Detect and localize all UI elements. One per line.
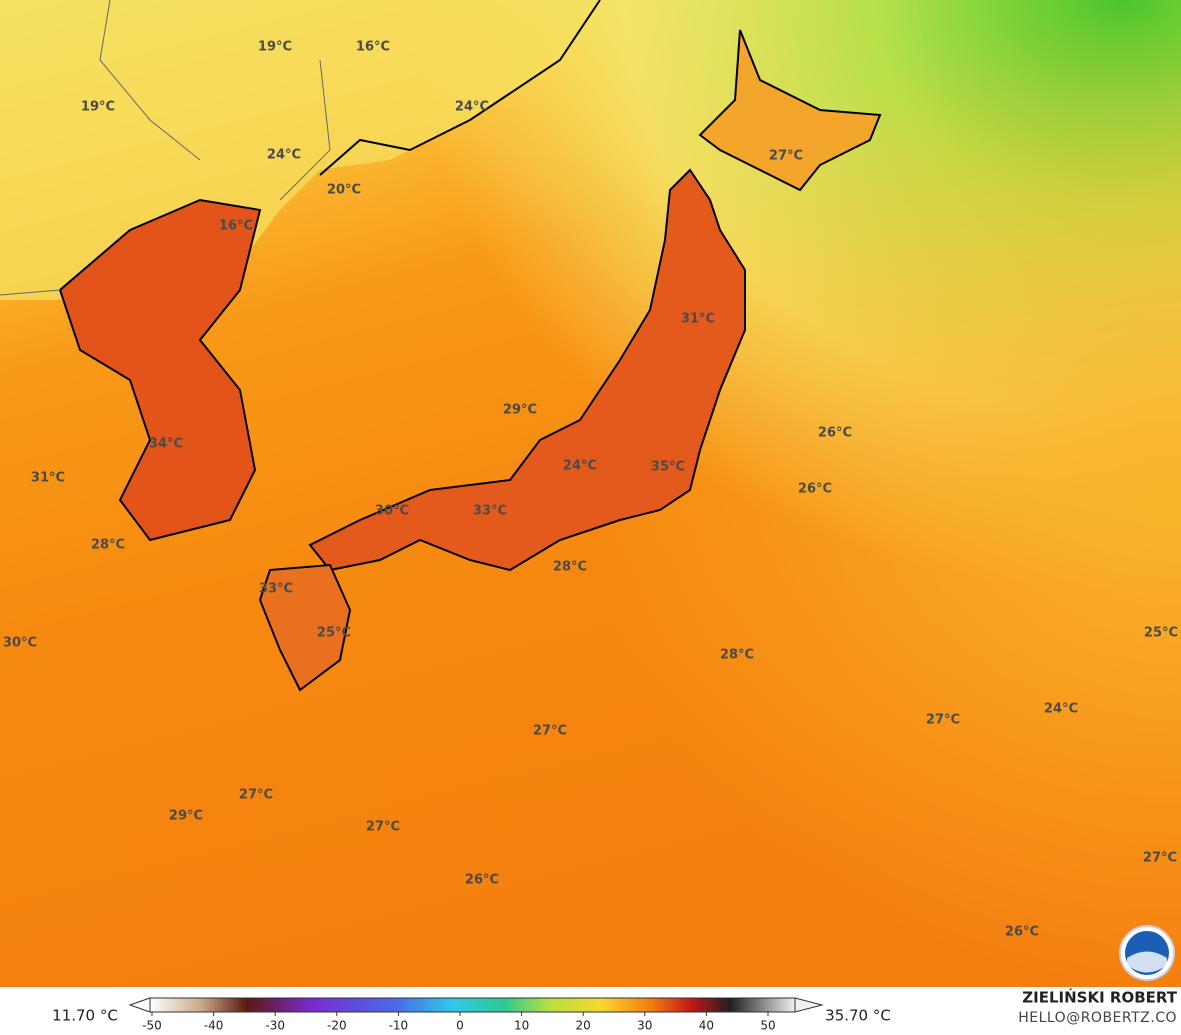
kyushu: [258, 563, 352, 692]
coastline: [319, 0, 601, 176]
temperature-label: 26°C: [465, 873, 499, 888]
temperature-label: 19°C: [81, 100, 115, 115]
temperature-label: 34°C: [149, 437, 183, 452]
temperature-label: 25°C: [317, 626, 351, 641]
colorbar-tick-label: 40: [699, 1019, 714, 1033]
colorbar-high-end: [794, 997, 824, 1013]
temperature-label: 28°C: [553, 560, 587, 575]
temperature-label: 27°C: [366, 820, 400, 835]
temperature-label: 20°C: [327, 183, 361, 198]
temperature-label: 24°C: [563, 459, 597, 474]
temperature-label: 33°C: [259, 582, 293, 597]
colorbar-tick-label: -40: [204, 1019, 224, 1033]
temperature-label: 29°C: [503, 403, 537, 418]
temperature-label: 24°C: [455, 100, 489, 115]
map: 19°C 16°C 19°C 24°C 24°C 20°C 27°C 16°C 31°C 29°C…: [0, 0, 1181, 987]
colorbar-tick-label: 0: [456, 1019, 464, 1033]
temperature-label: 26°C: [798, 482, 832, 497]
hokkaido: [698, 29, 882, 192]
colorbar-tick-label: -20: [327, 1019, 347, 1033]
colorbar: 11.70 °C 35.70 °C -50 -40 -30 -20 -10 0 10 20 30…: [52, 997, 891, 1033]
temperature-label: 24°C: [267, 148, 301, 163]
temperature-label: 30°C: [3, 636, 37, 651]
temperature-label: 26°C: [818, 426, 852, 441]
temperature-label: 28°C: [91, 538, 125, 553]
temperature-label: 35°C: [651, 460, 685, 475]
temperature-label: 27°C: [926, 713, 960, 728]
temperature-label: 16°C: [356, 40, 390, 55]
temperature-label: 33°C: [473, 504, 507, 519]
temperature-label: 25°C: [1144, 626, 1178, 641]
temperature-label: 31°C: [681, 312, 715, 327]
colorbar-tick-label: 30: [637, 1019, 652, 1033]
noaa-logo: [1119, 925, 1175, 981]
temperature-label: 16°C: [219, 219, 253, 234]
temperature-label: 28°C: [720, 648, 754, 663]
colorbar-min: 11.70 °C: [52, 1007, 118, 1025]
colorbar-tick-label: 50: [760, 1019, 775, 1033]
korea: [58, 198, 262, 542]
temperature-label: 27°C: [769, 149, 803, 164]
temperature-label: 27°C: [1143, 851, 1177, 866]
borders: [0, 0, 331, 296]
temperature-label: 29°C: [169, 809, 203, 824]
temperature-label: 31°C: [31, 471, 65, 486]
honshu: [308, 168, 746, 572]
colorbar-tick-label: -30: [265, 1019, 285, 1033]
colorbar-tick-label: 10: [514, 1019, 529, 1033]
colorbar-max: 35.70 °C: [825, 1007, 891, 1025]
colorbar-tick-label: -10: [389, 1019, 409, 1033]
author-name: ZIELIŃSKI ROBERT: [1022, 988, 1177, 1007]
temperature-label: 19°C: [258, 40, 292, 55]
temperature-label: 27°C: [533, 724, 567, 739]
logo-wave: [1127, 951, 1167, 973]
temperature-label: 30°C: [375, 504, 409, 519]
colorbar-tick-label: 20: [576, 1019, 591, 1033]
colorbar-scale: [149, 997, 796, 1013]
temperature-label: 26°C: [1005, 925, 1039, 940]
temperature-label: 27°C: [239, 788, 273, 803]
author-email: HELLO@ROBERTZ.CO: [1018, 1010, 1177, 1026]
temperature-labels: 19°C 16°C 19°C 24°C 24°C 20°C 27°C 16°C 31°C 29°C…: [3, 40, 1178, 940]
colorbar-low-end: [128, 997, 151, 1013]
temperature-label: 24°C: [1044, 702, 1078, 717]
colorbar-tick-label: -50: [142, 1019, 162, 1033]
